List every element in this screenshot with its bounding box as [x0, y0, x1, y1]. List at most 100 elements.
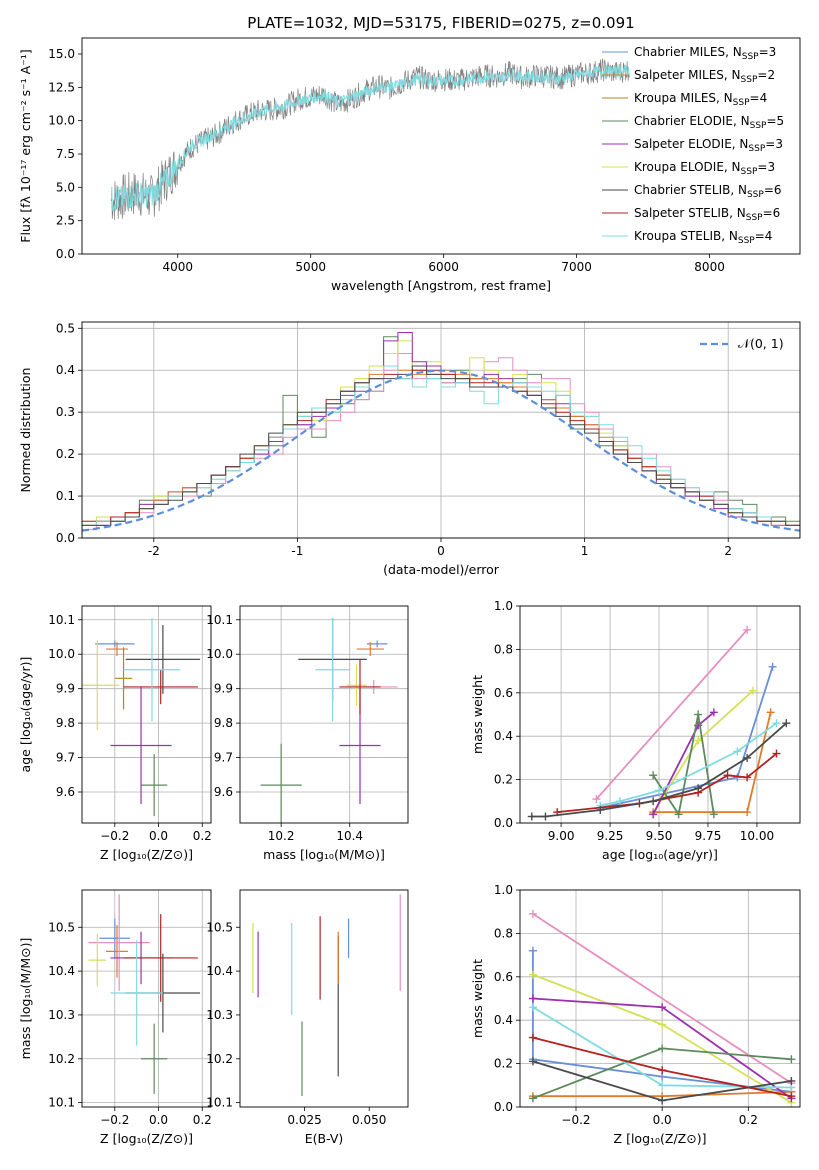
x-tick-label: 0.2 — [193, 1113, 212, 1127]
x-axis-label: mass [log₁₀(M/M⊙)] — [263, 847, 385, 862]
x-tick-label: 9.25 — [597, 829, 624, 843]
axes-frame — [239, 889, 409, 1108]
y-tick-label: 10.1 — [48, 613, 75, 627]
y-tick-label: 0.2 — [494, 773, 513, 787]
axes-frame — [81, 321, 801, 539]
x-tick-label: 10.4 — [336, 829, 363, 843]
x-tick-label: 9.00 — [548, 829, 575, 843]
legend-label-subscript: SSP — [741, 167, 758, 177]
plot-area — [260, 618, 398, 823]
y-tick-label: 1.0 — [494, 883, 513, 897]
legend-label-suffix: =5 — [766, 114, 784, 128]
legend-label-subscript: SSP — [742, 52, 759, 62]
y-tick-label: 0.0 — [56, 247, 75, 261]
y-tick-label: 0.0 — [494, 1100, 513, 1114]
y-tick-label: 0.6 — [494, 686, 513, 700]
x-axis-label: age [log₁₀(age/yr)] — [602, 847, 718, 862]
legend-label: Salpeter ELODIE, NSSP=3 — [634, 137, 783, 154]
x-tick-label: 10.00 — [740, 829, 774, 843]
y-axis-label: mass weight — [470, 675, 485, 754]
x-tick-label: 2 — [724, 544, 732, 558]
histogram-step — [82, 365, 800, 538]
y-tick-label: 10.0 — [206, 647, 233, 661]
gaussian-curve — [82, 369, 800, 532]
plot-area — [110, 58, 630, 220]
x-tick-label: 0.2 — [193, 829, 212, 843]
x-tick-label: 0.2 — [739, 1113, 758, 1127]
y-tick-label: 9.9 — [214, 682, 233, 696]
plot-area — [82, 618, 201, 817]
y-tick-label: 0.5 — [56, 321, 75, 335]
panel-age_vs_Z: −0.2 0.0 0.2 9.6 9.7 9.8 9.9 10.0 10.1 Z [log₁₀(Z… — [18, 605, 212, 862]
x-tick-label: 6000 — [428, 260, 459, 274]
panel-spectrum: 4000 5000 6000 7000 8000 0.0 2.5 5.0 7.5 10.0 12.5… — [18, 37, 801, 293]
spectrum-data — [110, 58, 630, 220]
legend-label: 𝒩(0, 1) — [738, 336, 784, 351]
legend-label: Kroupa ELODIE, NSSP=3 — [634, 160, 775, 177]
weight-line — [600, 666, 774, 809]
y-tick-label: 10.0 — [48, 647, 75, 661]
legend-label: Chabrier STELIB, NSSP=6 — [634, 183, 782, 200]
x-tick-label: 0 — [437, 544, 445, 558]
legend-label: Kroupa MILES, NSSP=4 — [634, 91, 767, 108]
histogram-step — [82, 365, 800, 538]
y-tick-label: 5.0 — [56, 180, 75, 194]
panel-mass_vs_Z: −0.2 0.0 0.2 10.1 10.2 10.3 10.4 10.5 Z [log₁₀(Z… — [18, 889, 212, 1146]
x-tick-label: -2 — [148, 544, 160, 558]
x-tick-label: −0.2 — [100, 1113, 129, 1127]
x-axis-label: (data-model)/error — [383, 562, 500, 577]
y-tick-label: 9.8 — [56, 716, 75, 730]
x-tick-label: 0.0 — [149, 1113, 168, 1127]
legend-label: Salpeter MILES, NSSP=2 — [634, 68, 775, 85]
y-axis-label: mass [log₁₀(M/M⊙)] — [18, 938, 33, 1060]
y-axis-label: Flux [fλ 10⁻¹⁷ erg cm⁻² s⁻¹ A⁻¹] — [18, 49, 33, 242]
y-tick-label: 10.5 — [48, 920, 75, 934]
legend-label-suffix: =4 — [755, 229, 773, 243]
legend-label: Kroupa STELIB, NSSP=4 — [634, 229, 772, 246]
x-tick-label: 8000 — [694, 260, 725, 274]
x-tick-label: 9.50 — [646, 829, 673, 843]
x-axis-label: Z [log₁₀(Z/Z⊙)] — [100, 1131, 193, 1146]
y-tick-label: 9.8 — [214, 716, 233, 730]
legend: Chabrier MILES, NSSP=3 Salpeter MILES, NS… — [602, 45, 784, 246]
legend-label-subscript: SSP — [748, 144, 765, 154]
y-tick-label: 10.4 — [206, 964, 233, 978]
axes-frame — [81, 37, 801, 255]
y-tick-label: 0.8 — [494, 642, 513, 656]
x-tick-label: 5000 — [295, 260, 326, 274]
panel-age_vs_mass: 10.2 10.4 9.6 9.7 9.8 9.9 10.0 10.1 mass [log₁₀(… — [206, 605, 409, 862]
panel-weight_vs_age: 9.00 9.25 9.50 9.75 10.00 0.0 0.2 0.4 0.6 0.8 1.0 a… — [470, 599, 801, 862]
x-axis-label: wavelength [Angstrom, rest frame] — [331, 278, 551, 293]
y-tick-label: 0.4 — [56, 363, 75, 377]
plot-area — [252, 894, 401, 1097]
legend-label-subscript: SSP — [747, 190, 764, 200]
y-tick-label: 1.0 — [494, 599, 513, 613]
x-tick-label: 9.75 — [695, 829, 722, 843]
y-tick-label: 9.6 — [56, 785, 75, 799]
y-tick-label: 0.4 — [494, 729, 513, 743]
y-tick-label: 10.3 — [206, 1008, 233, 1022]
x-tick-label: −0.2 — [561, 1113, 590, 1127]
x-tick-label: 0.0 — [149, 829, 168, 843]
panel-residuals: -2 -1 0 1 2 0.0 0.1 0.2 0.3 0.4 0.5 (data-model)/er… — [18, 321, 801, 577]
plot-area — [527, 625, 791, 821]
x-axis-label: Z [log₁₀(Z/Z⊙)] — [100, 847, 193, 862]
x-tick-label: 0.050 — [352, 1113, 386, 1127]
y-tick-label: 0.0 — [56, 531, 75, 545]
panel-weight_vs_Z: −0.2 0.0 0.2 0.0 0.2 0.4 0.6 0.8 1.0 Z [log₁₀(Z/Z… — [470, 883, 801, 1146]
y-tick-label: 0.6 — [494, 970, 513, 984]
y-tick-label: 10.5 — [206, 920, 233, 934]
y-tick-label: 15.0 — [48, 47, 75, 61]
legend-label-subscript: SSP — [750, 121, 767, 131]
y-tick-label: 9.7 — [56, 751, 75, 765]
legend-label: Chabrier MILES, NSSP=3 — [634, 45, 776, 62]
y-axis-label: Normed distribution — [18, 368, 33, 493]
y-tick-label: 7.5 — [56, 147, 75, 161]
axes-frame — [239, 605, 409, 824]
spectrum-model — [110, 63, 630, 212]
plot-area — [88, 894, 201, 1094]
y-tick-label: 12.5 — [48, 80, 75, 94]
legend-label-suffix: =3 — [765, 137, 783, 151]
y-tick-label: 0.0 — [494, 816, 513, 830]
